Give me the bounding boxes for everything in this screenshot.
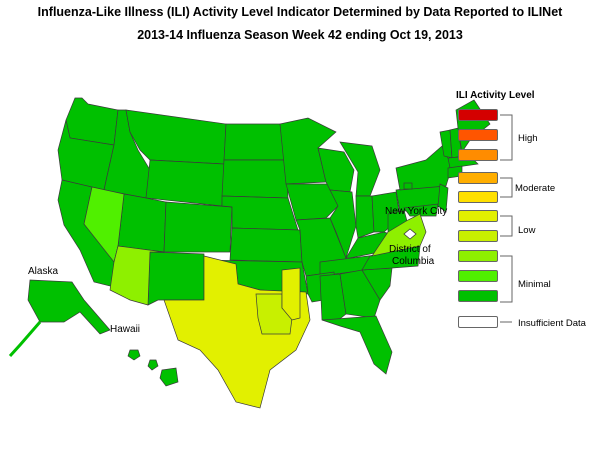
alaska-chain: [8, 321, 42, 358]
dc-marker[interactable]: [403, 228, 417, 240]
legend-swatch-8: [458, 250, 498, 262]
state-virginia[interactable]: [371, 213, 427, 257]
state-mississippi[interactable]: [281, 267, 301, 321]
legend-brackets: [500, 114, 513, 323]
state-georgia[interactable]: [339, 269, 381, 319]
legend-swatch-9: [458, 270, 498, 282]
state-north-dakota[interactable]: [223, 123, 287, 161]
state-maryland[interactable]: [403, 203, 439, 217]
state-arizona[interactable]: [109, 245, 165, 306]
legend-swatch-11: [458, 316, 498, 328]
state-maine[interactable]: [455, 99, 491, 153]
state-hawaii[interactable]: [127, 349, 179, 387]
legend-swatch-10: [458, 290, 498, 302]
legend-label-insufficient-data: Insufficient Data: [518, 318, 586, 329]
legend-swatch-6: [458, 210, 498, 222]
legend-swatch-7: [458, 230, 498, 242]
state-new-jersey[interactable]: [437, 183, 449, 213]
legend-swatch-3: [458, 149, 498, 161]
legend-label-high: High: [518, 133, 538, 144]
hawaii-label: Hawaii: [110, 324, 140, 335]
state-wyoming[interactable]: [145, 159, 225, 207]
legend-swatch-2: [458, 129, 498, 141]
state-new-mexico[interactable]: [147, 251, 205, 306]
dc-label-2: Columbia: [392, 256, 435, 267]
state-indiana[interactable]: [355, 195, 375, 239]
state-washington[interactable]: [65, 97, 119, 146]
state-kansas[interactable]: [229, 227, 303, 263]
state-alabama[interactable]: [319, 273, 347, 323]
page-subtitle: 2013-14 Influenza Season Week 42 ending …: [137, 28, 463, 42]
legend-label-low: Low: [518, 225, 536, 236]
state-alaska[interactable]: [27, 279, 111, 335]
legend-swatch-5: [458, 191, 498, 203]
state-utah[interactable]: [117, 193, 167, 253]
legend-label-moderate: Moderate: [515, 183, 556, 194]
state-illinois[interactable]: [329, 189, 357, 260]
state-nebraska[interactable]: [221, 195, 299, 231]
state-florida[interactable]: [321, 315, 393, 375]
nyc-label: New York City: [385, 206, 447, 217]
legend-title: ILI Activity Level: [456, 90, 535, 101]
nyc-marker[interactable]: [403, 182, 413, 190]
dc-label-1: District of: [389, 244, 431, 255]
legend-label-minimal: Minimal: [518, 279, 551, 290]
legend-swatch-4: [458, 172, 498, 184]
alaska-label: Alaska: [28, 266, 58, 277]
state-south-dakota[interactable]: [221, 159, 289, 199]
page-title: Influenza-Like Illness (ILI) Activity Le…: [37, 5, 563, 19]
state-colorado[interactable]: [163, 201, 233, 253]
legend-swatch-1: [458, 109, 498, 121]
state-iowa[interactable]: [285, 183, 339, 221]
states-base: [57, 97, 491, 375]
